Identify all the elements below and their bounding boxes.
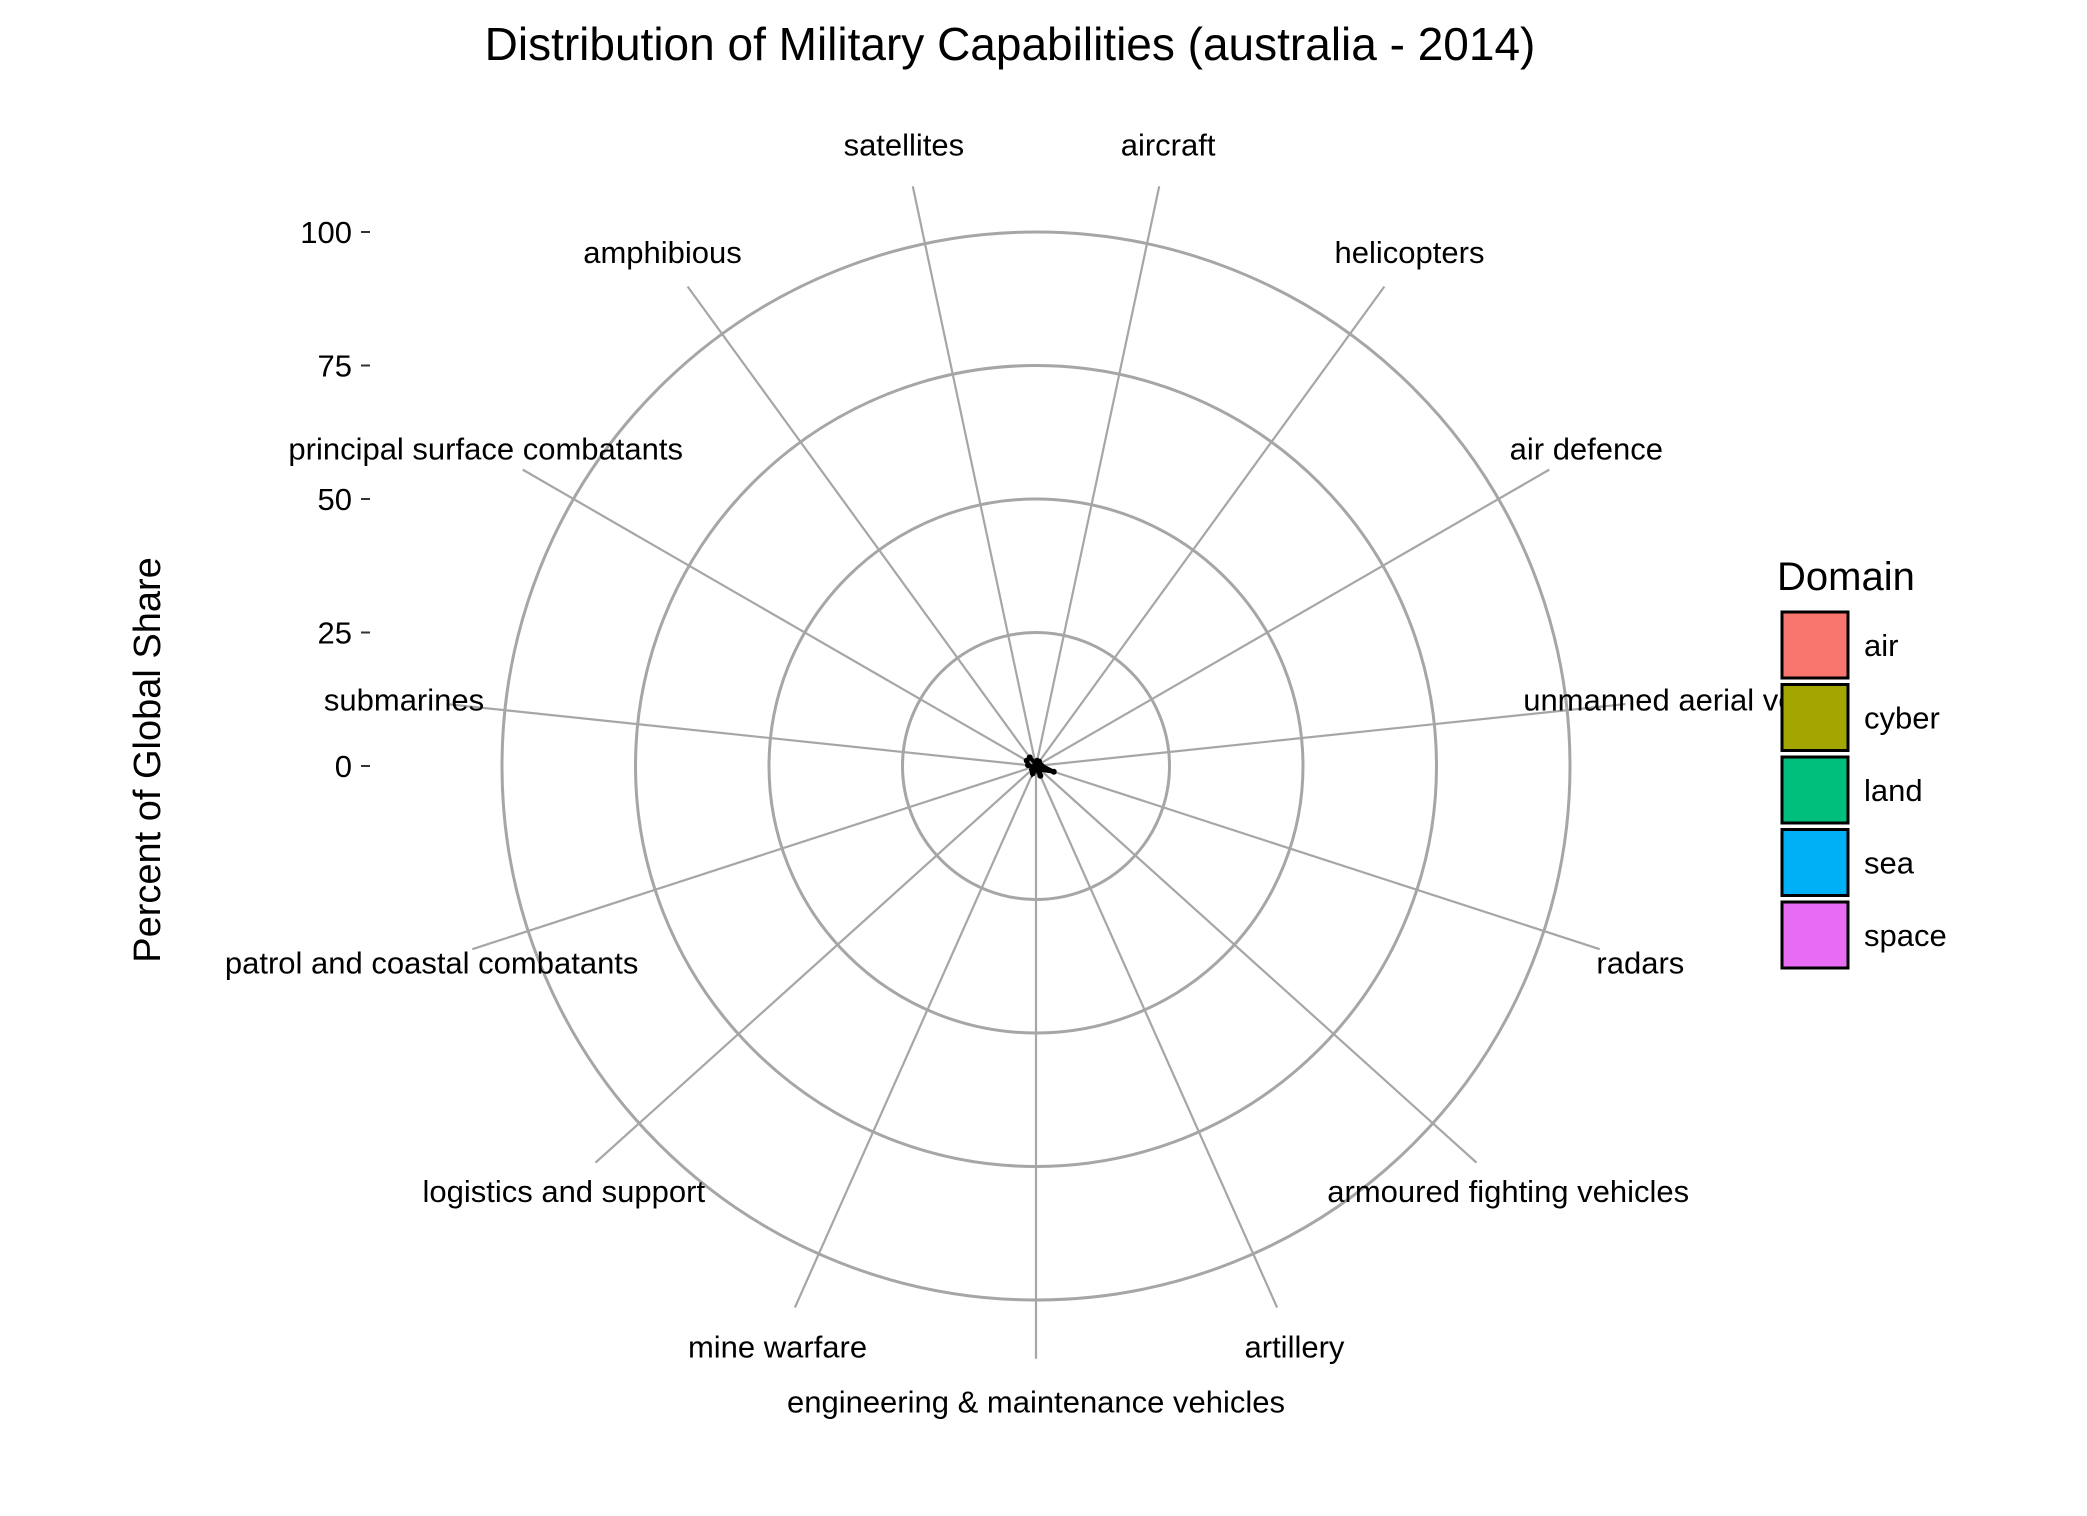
y-tick-label: 100 (300, 215, 352, 250)
grid-spoke (1034, 765, 1279, 1308)
y-tick-label: 50 (318, 482, 352, 517)
legend-key-cyber (1780, 683, 1850, 752)
category-label: submarines (324, 683, 484, 718)
data-point (1032, 760, 1039, 767)
data-point (1037, 772, 1044, 779)
grid-spoke (686, 285, 1037, 767)
y-tick-label: 0 (335, 749, 352, 784)
legend: Domain air cyber land sea space (1777, 555, 1947, 970)
grid-spoke (471, 764, 1037, 951)
legend-label-space: space (1864, 918, 1947, 953)
y-tick-label: 25 (318, 616, 352, 651)
legend-key-air (1780, 610, 1850, 680)
grid-spoke (522, 468, 1037, 767)
chart-title: Distribution of Military Capabilities (a… (485, 18, 1536, 70)
legend-label-sea: sea (1864, 846, 1915, 881)
grid-spoke (793, 765, 1038, 1308)
category-label: air defence (1510, 431, 1663, 466)
legend-key-sea (1780, 828, 1850, 897)
category-label: radars (1596, 945, 1684, 980)
legend-label-cyber: cyber (1864, 701, 1940, 736)
grid-spoke (446, 702, 1037, 768)
legend-label-air: air (1864, 628, 1898, 663)
category-label: armoured fighting vehicles (1327, 1174, 1689, 1209)
grid-spoke (1034, 185, 1161, 767)
data-point (1050, 768, 1057, 775)
category-label: patrol and coastal combatants (225, 945, 639, 980)
grid-spoke (1035, 702, 1626, 768)
grid-spoke (594, 765, 1037, 1164)
category-label: unmanned aerial veh (1523, 683, 1813, 718)
legend-title: Domain (1777, 555, 1915, 599)
category-label: principal surface combatants (288, 431, 683, 466)
grid-spoke (1035, 764, 1601, 951)
legend-key-land (1780, 755, 1850, 825)
category-label: artillery (1245, 1330, 1345, 1365)
grid-spoke (911, 185, 1038, 767)
category-label: engineering & maintenance vehicles (787, 1384, 1285, 1419)
category-label: amphibious (583, 235, 742, 270)
legend-key-space (1780, 900, 1850, 970)
category-label: logistics and support (422, 1174, 705, 1209)
y-axis-label: Percent of Global Share (127, 557, 169, 963)
grid-spoke (1035, 285, 1386, 767)
category-label: helicopters (1335, 235, 1485, 270)
grid-spoke (1035, 765, 1478, 1164)
grid-spokes (446, 185, 1626, 1359)
grid-spoke (1035, 468, 1550, 767)
data-point (1026, 754, 1033, 761)
category-label: mine warfare (688, 1330, 867, 1365)
y-tick-label: 75 (318, 349, 352, 384)
category-label: satellites (844, 127, 965, 162)
data-point (1025, 762, 1032, 769)
category-label: aircraft (1121, 127, 1216, 162)
y-axis-ticks: 0 25 50 75 100 (300, 215, 370, 784)
data-series (1023, 754, 1057, 779)
legend-label-land: land (1864, 773, 1923, 808)
category-labels: aircraft helicopters air defence unmanned a… (225, 127, 1813, 1419)
